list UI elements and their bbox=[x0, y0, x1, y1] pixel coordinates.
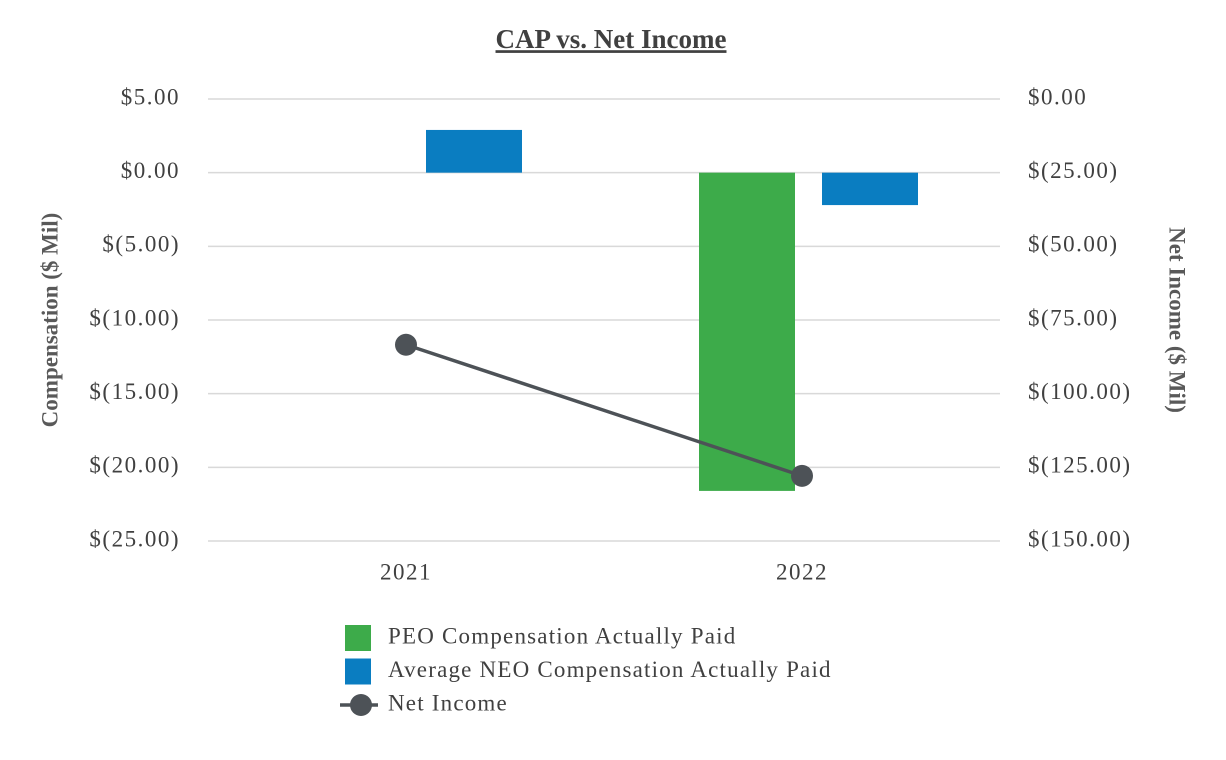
bar bbox=[426, 129, 522, 173]
y2-tick-label: $(100.00) bbox=[1028, 379, 1132, 404]
chart-title: CAP vs. Net Income bbox=[496, 24, 727, 54]
line bbox=[405, 343, 803, 478]
y-tick-label: $0.00 bbox=[121, 158, 180, 183]
bar bbox=[699, 172, 795, 491]
y-axis-title: Compensation ($ Mil) bbox=[37, 213, 62, 428]
y2-tick-label: $0.00 bbox=[1028, 84, 1087, 109]
legend-swatch bbox=[345, 625, 371, 651]
y2-axis-title: Net Income ($ Mil) bbox=[1165, 227, 1190, 413]
legend-swatch bbox=[345, 658, 371, 685]
y2-tick-label: $(50.00) bbox=[1028, 232, 1119, 257]
x-tick-label: 2021 bbox=[380, 559, 432, 584]
legend-label: Net Income bbox=[388, 690, 508, 715]
y-tick-label: $(5.00) bbox=[102, 232, 180, 257]
y2-tick-label: $(125.00) bbox=[1028, 453, 1132, 478]
marker bbox=[791, 464, 813, 487]
y-tick-label: $(25.00) bbox=[89, 526, 180, 551]
legend-marker bbox=[350, 694, 372, 716]
y-tick-label: $(20.00) bbox=[89, 453, 180, 478]
y-tick-label: $5.00 bbox=[121, 84, 180, 109]
y2-tick-label: $(25.00) bbox=[1028, 158, 1119, 183]
y2-tick-label: $(75.00) bbox=[1028, 305, 1119, 330]
marker bbox=[395, 333, 417, 356]
x-tick-label: 2022 bbox=[776, 559, 828, 584]
y-tick-label: $(15.00) bbox=[89, 379, 180, 404]
y-tick-label: $(10.00) bbox=[89, 305, 180, 330]
bar bbox=[822, 172, 918, 206]
legend-label: PEO Compensation Actually Paid bbox=[388, 623, 736, 648]
legend-label: Average NEO Compensation Actually Paid bbox=[388, 657, 832, 682]
y2-tick-label: $(150.00) bbox=[1028, 526, 1132, 551]
